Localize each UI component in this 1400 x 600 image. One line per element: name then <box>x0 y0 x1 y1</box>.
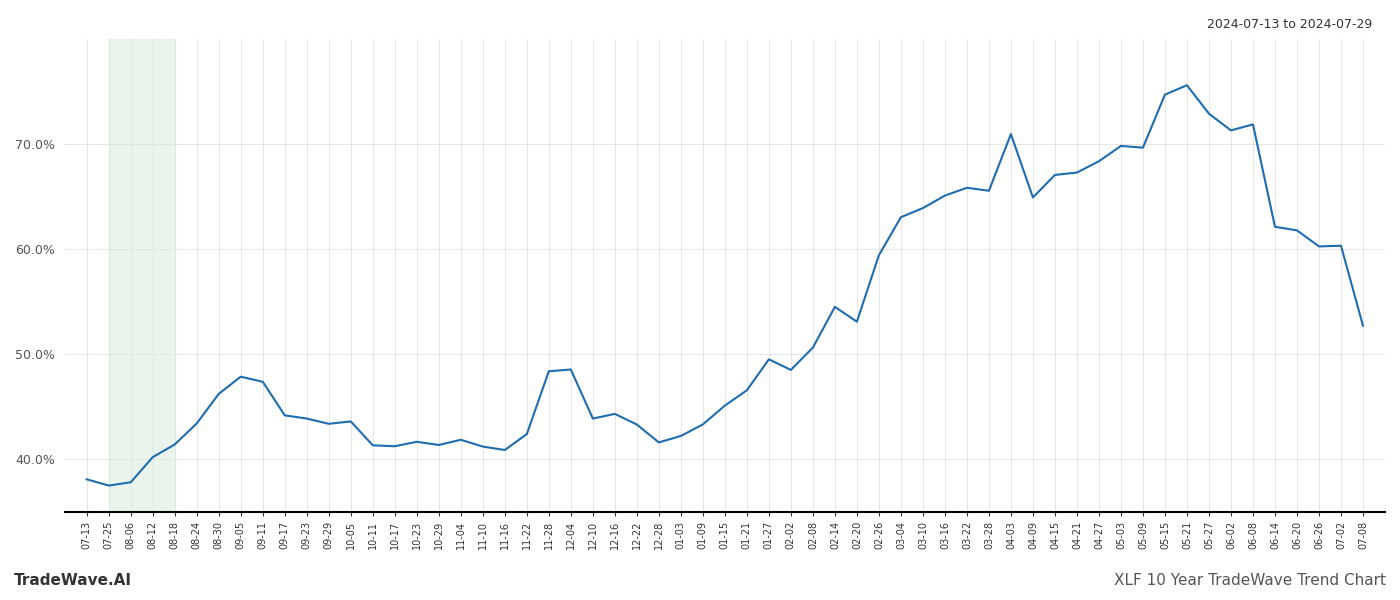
Text: TradeWave.AI: TradeWave.AI <box>14 573 132 588</box>
Bar <box>109 39 175 512</box>
Text: XLF 10 Year TradeWave Trend Chart: XLF 10 Year TradeWave Trend Chart <box>1114 573 1386 588</box>
Text: 2024-07-13 to 2024-07-29: 2024-07-13 to 2024-07-29 <box>1207 18 1372 31</box>
